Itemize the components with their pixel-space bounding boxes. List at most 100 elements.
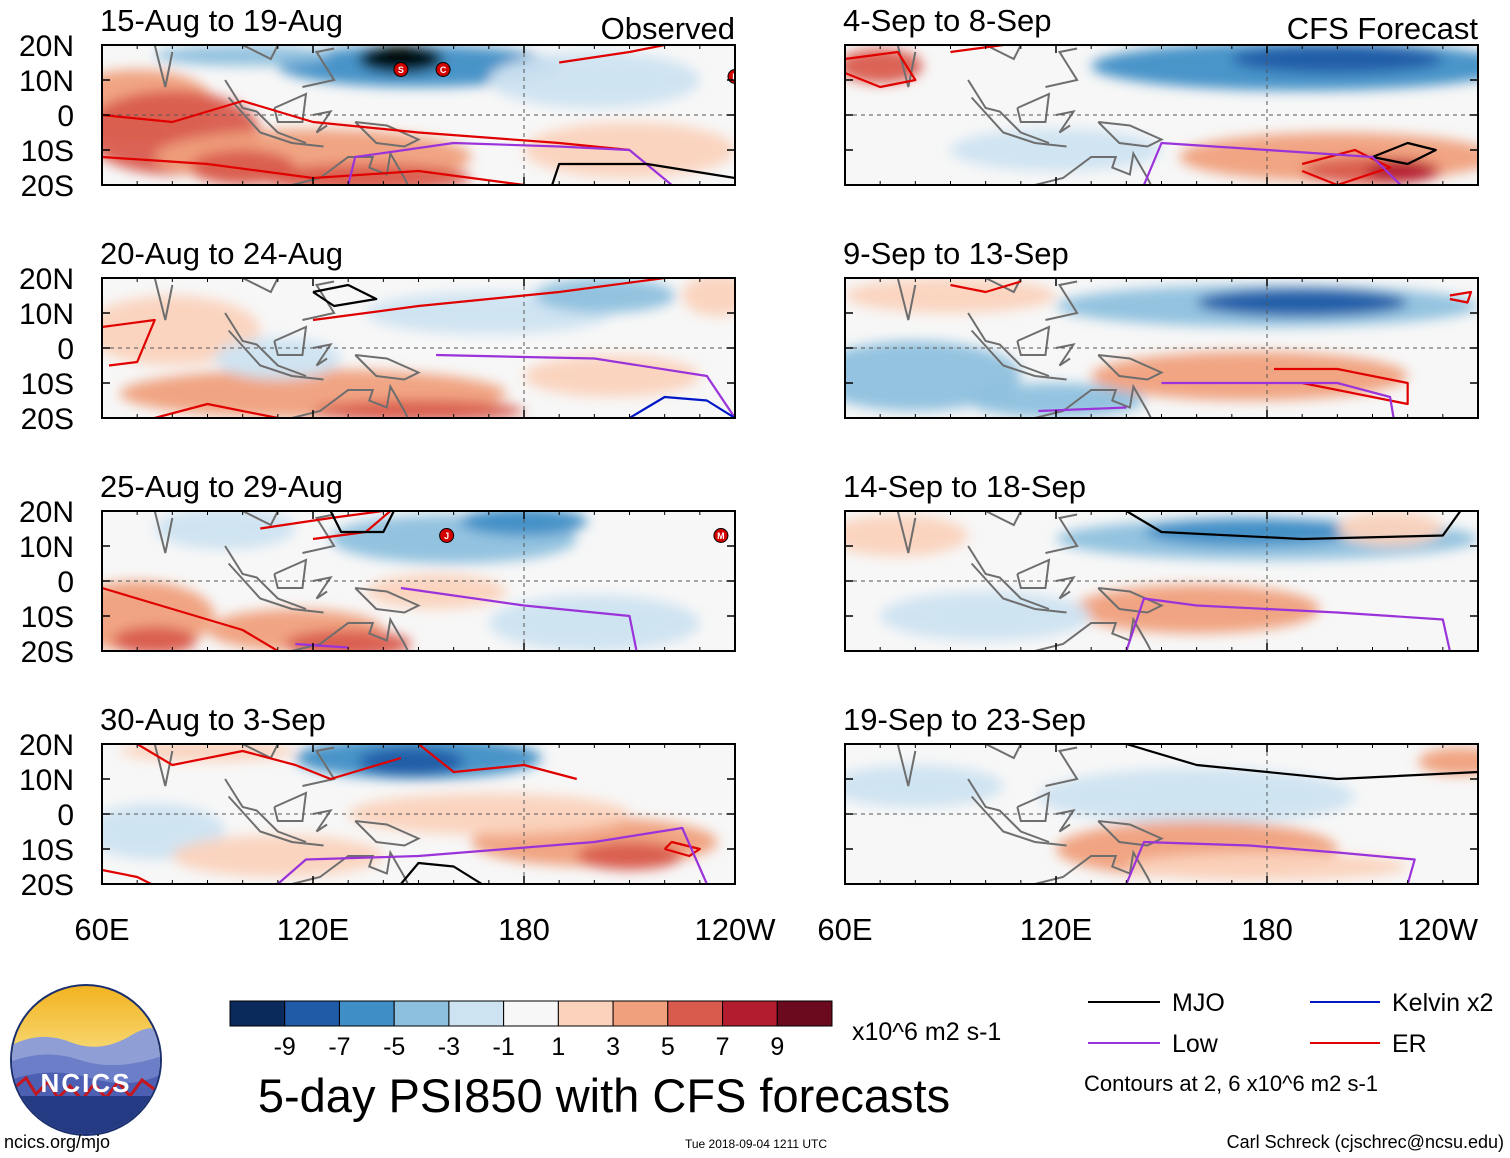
map-panel: 14-Sep to 18-Sep (843, 469, 1479, 652)
contour-line (295, 642, 349, 649)
panel-title: 15-Aug to 19-Aug (100, 3, 343, 38)
anomaly-region (313, 400, 524, 418)
coastline (290, 383, 410, 418)
contour-line (102, 318, 156, 367)
contour-line (400, 586, 638, 651)
anomaly-region (682, 278, 735, 317)
y-tick-label: 20S (21, 403, 74, 436)
coastline (290, 849, 410, 884)
coastline (1033, 150, 1153, 185)
anomaly-region (1231, 45, 1443, 73)
anomaly-region (950, 129, 1162, 171)
colorbar-label: 1 (551, 1033, 565, 1061)
coastline (312, 809, 333, 833)
legend-label-mjo: MJO (1172, 989, 1225, 1017)
coastline (224, 778, 307, 843)
colorbar-label: -1 (493, 1033, 515, 1061)
coastline (1016, 558, 1051, 589)
coastline (967, 778, 1050, 843)
coastline (970, 329, 1067, 381)
colorbar-swatch (503, 1000, 559, 1027)
panel-title: 9-Sep to 13-Sep (843, 236, 1069, 271)
y-tick-label: 20N (19, 496, 74, 529)
coastline (985, 511, 1022, 527)
legend-label-er: ER (1392, 1030, 1427, 1058)
coastline (227, 562, 324, 614)
coastline (354, 121, 421, 148)
coastline (153, 45, 174, 88)
anomaly-region (1196, 288, 1408, 317)
storm-marker-label: J (444, 531, 449, 541)
contour-line (277, 826, 708, 884)
y-tick-label: 20N (19, 729, 74, 762)
storm-marker (713, 528, 729, 543)
y-tick-label: 10S (21, 834, 74, 867)
storm-marker-label: C (440, 65, 447, 75)
panel-title: 25-Aug to 29-Aug (100, 469, 343, 504)
contour-line (417, 744, 578, 781)
y-tick-label: 10N (19, 764, 74, 797)
colorbar-swatch (284, 1000, 340, 1027)
coastline (312, 576, 333, 600)
coastline (242, 511, 279, 527)
colorbar-label: 7 (716, 1033, 730, 1061)
coastline (985, 744, 1022, 760)
colorbar-swatch (338, 1000, 395, 1027)
coastline (985, 45, 1022, 61)
contour-line (1142, 141, 1402, 185)
contour-line (400, 861, 483, 884)
y-tick-label: 20S (21, 869, 74, 902)
coastline (227, 795, 324, 847)
contour-line (347, 141, 673, 185)
colorbar-label: -7 (328, 1033, 350, 1061)
anomaly-region (1038, 768, 1355, 825)
coastline (896, 511, 917, 554)
anomaly-region (1418, 747, 1478, 776)
coastline (354, 587, 421, 614)
map-panel: 19-Sep to 23-Sep (843, 702, 1479, 885)
contour-line (1449, 290, 1473, 304)
coastline (1016, 325, 1051, 356)
contour-line (663, 840, 701, 858)
anomaly-region (488, 52, 700, 108)
coastline (302, 746, 336, 787)
storm-marker-label: M (717, 531, 725, 541)
coastline (224, 79, 307, 144)
panel-title: 20-Aug to 24-Aug (100, 236, 343, 271)
contour-note: Contours at 2, 6 x10^6 m2 s-1 (1084, 1071, 1378, 1096)
coastline (312, 343, 333, 367)
anomaly-region (154, 45, 331, 66)
coastline (1033, 383, 1153, 418)
storm-marker (393, 62, 409, 77)
coastline (1033, 616, 1153, 651)
anomaly-region (358, 45, 444, 73)
ncics-logo: NCICS (10, 984, 162, 1136)
anomaly-layer (845, 511, 1478, 641)
y-tick-label: 0 (57, 799, 74, 832)
contour-line (312, 283, 378, 308)
footer-url: ncics.org/mjo (4, 1132, 110, 1152)
contour-line (950, 280, 1022, 294)
coastline (1045, 47, 1079, 88)
panel-field (845, 278, 1478, 418)
units-label: x10^6 m2 s-1 (852, 1018, 1001, 1046)
coastline (1055, 576, 1076, 600)
contour-line (1161, 381, 1395, 418)
coastline (896, 744, 917, 787)
panel-field (102, 278, 735, 418)
legend-label-kelvin: Kelvin x2 (1392, 989, 1493, 1017)
y-tick-label: 10S (21, 601, 74, 634)
contour-line (1126, 744, 1478, 781)
coastline (1055, 343, 1076, 367)
panel-title: 14-Sep to 18-Sep (843, 469, 1086, 504)
coastline (1045, 746, 1079, 787)
panel-title: 4-Sep to 8-Sep (843, 3, 1052, 38)
anomaly-region (534, 278, 676, 313)
legend-label-low: Low (1172, 1030, 1219, 1058)
coastline (970, 562, 1067, 614)
x-tick-label: 120E (1020, 912, 1092, 947)
